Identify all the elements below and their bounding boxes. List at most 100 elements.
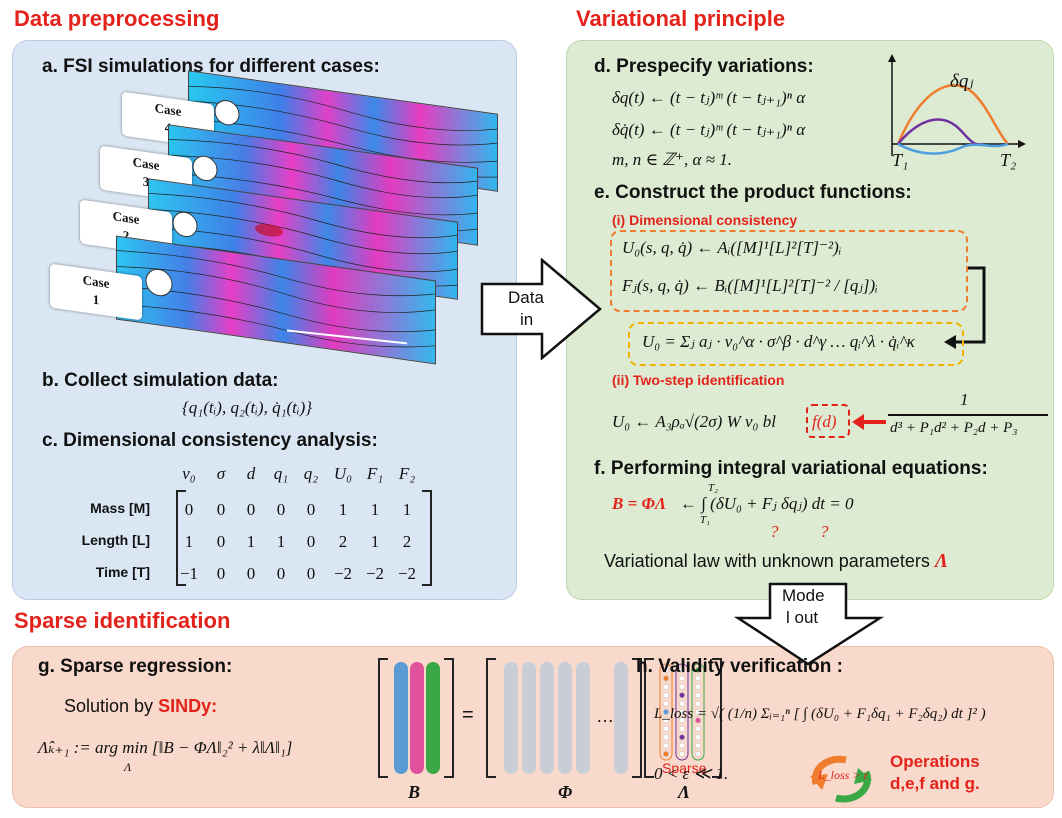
panel-e-eq-den: d³ + P₁d² + P₂d + P₃ bbox=[890, 420, 1018, 436]
matrix-cell: 1 bbox=[402, 500, 412, 519]
panel-d-eq3: m, n ∈ ℤ⁺, α ≈ 1. bbox=[612, 150, 732, 169]
equals-sign: = bbox=[462, 704, 474, 726]
lambda-coefficient bbox=[679, 751, 685, 757]
b-bracket-right bbox=[444, 658, 454, 778]
lambda-coefficient bbox=[695, 692, 701, 699]
panel-d-eq1: δq(t) ← (t − tⱼ)ᵐ (t − tⱼ₊₁)ⁿ α bbox=[612, 88, 806, 107]
flow-streamlines-1 bbox=[116, 250, 436, 348]
matrix-cell: 0 bbox=[246, 564, 256, 583]
b-column-pink bbox=[410, 662, 424, 774]
lambda-coefficient bbox=[663, 675, 669, 682]
mx-col-d: d bbox=[246, 464, 256, 483]
ops-line-2: d,e,f and g. bbox=[890, 774, 980, 793]
loop-arrows-icon bbox=[810, 755, 872, 803]
matrix-cell: 1 bbox=[184, 532, 194, 551]
matrix-cell: 0 bbox=[216, 564, 226, 583]
matrix-cell: 0 bbox=[246, 500, 256, 519]
lambda-coefficient bbox=[695, 675, 701, 682]
panel-e-eq-two-left: U₀ ← A₃ρₐ√(2σ) W v₀ bl bbox=[612, 412, 776, 431]
plot-label-dq: δqⱼ bbox=[950, 71, 974, 92]
lambda-coefficient bbox=[695, 734, 701, 741]
matrix-bracket-right bbox=[422, 490, 432, 586]
mx-col-sigma: σ bbox=[216, 464, 226, 483]
matrix-cell: 0 bbox=[184, 500, 194, 519]
fd-box bbox=[806, 404, 850, 438]
panel-f-question-1: ? bbox=[770, 522, 779, 541]
panel-b-title: b. Collect simulation data: bbox=[42, 370, 279, 391]
panel-e-eq-fd: f(d) bbox=[812, 412, 837, 431]
panel-h-title: h. Validity verification : bbox=[636, 656, 843, 677]
phi-column-3 bbox=[540, 662, 554, 774]
phi-column-1 bbox=[504, 662, 518, 774]
phi-bracket-right bbox=[632, 658, 642, 778]
lambda-coefficient bbox=[695, 683, 701, 690]
section-title-variational: Variational principle bbox=[576, 6, 786, 31]
panel-a-title: a. FSI simulations for different cases: bbox=[42, 56, 380, 77]
data-in-label-2: in bbox=[520, 310, 534, 329]
lambda-coefficient bbox=[663, 725, 669, 732]
phi-column-4 bbox=[558, 662, 572, 774]
phi-dots: … bbox=[596, 706, 614, 726]
panel-g-title: g. Sparse regression: bbox=[38, 656, 233, 677]
b-column-blue bbox=[394, 662, 408, 774]
lambda-coefficient bbox=[663, 751, 669, 757]
matrix-cell: 1 bbox=[276, 532, 286, 551]
mx-col-q2: q₂ bbox=[303, 464, 319, 483]
fd-red-arrow bbox=[852, 414, 886, 430]
lambda-coefficient bbox=[679, 692, 685, 699]
lambda-coefficient bbox=[679, 734, 685, 741]
panel-e-sub1: (i) Dimensional consistency bbox=[612, 212, 798, 228]
mx-col-v0: v₀ bbox=[182, 464, 196, 483]
matrix-cell: 0 bbox=[216, 500, 226, 519]
matrix-cell: −2 bbox=[397, 564, 417, 583]
panel-b-formula: {q₁(tᵢ), q₂(tᵢ), q̇₁(tᵢ)} bbox=[182, 398, 313, 417]
lambda-coefficient bbox=[663, 734, 669, 741]
label-sparse: Sparse bbox=[662, 760, 707, 776]
lambda-coefficient bbox=[679, 709, 685, 715]
model-out-arrow bbox=[734, 582, 884, 666]
variation-plot bbox=[888, 54, 1026, 156]
mx-row-label-time: Time [T] bbox=[95, 564, 150, 580]
mx-col-u0: U₀ bbox=[333, 464, 353, 483]
lambda-coefficient bbox=[695, 742, 701, 749]
lambda-coefficient bbox=[695, 709, 701, 715]
panel-e-eq-num: 1 bbox=[960, 390, 969, 409]
matrix-cell: −2 bbox=[333, 564, 353, 583]
panel-h-eq: L_loss = √( (1/n) Σᵢ₌₁ⁿ [ ∫ (δU₀ + F₁δq₁… bbox=[654, 706, 986, 722]
fraction-bar bbox=[888, 414, 1048, 416]
label-lambda: Λ bbox=[678, 782, 691, 802]
b-bracket-left bbox=[378, 658, 388, 778]
lambda-coefficient bbox=[695, 751, 701, 757]
mx-row-label-length: Length [L] bbox=[81, 532, 150, 548]
panel-f-eq-right: ← ∫ (δU₀ + Fⱼ δqⱼ) dt = 0 bbox=[680, 494, 854, 513]
dimensional-box bbox=[610, 230, 968, 312]
phi-column-5 bbox=[576, 662, 590, 774]
lambda-coefficient bbox=[663, 742, 669, 749]
lambda-coefficient bbox=[663, 717, 669, 724]
sum-box bbox=[628, 322, 964, 366]
section-title-preprocessing: Data preprocessing bbox=[14, 6, 220, 31]
matrix-cell: 0 bbox=[306, 564, 316, 583]
panel-f-law: Variational law with unknown parameters … bbox=[604, 550, 949, 572]
lambda-bracket-left bbox=[644, 658, 654, 778]
lambda-coefficient bbox=[663, 683, 669, 690]
data-in-label-1: Data bbox=[508, 288, 544, 307]
lambda-sparse-matrix bbox=[659, 663, 705, 761]
matrix-cell: 2 bbox=[338, 532, 348, 551]
panel-g-solution: Solution by SINDy: bbox=[64, 696, 218, 716]
lambda-coefficient bbox=[679, 725, 685, 732]
model-out-label-1: Mode bbox=[782, 586, 825, 605]
lambda-coefficient bbox=[695, 667, 701, 673]
data-in-arrow bbox=[480, 258, 602, 360]
lambda-coefficient bbox=[695, 717, 701, 724]
lambda-coefficient bbox=[663, 667, 669, 673]
matrix-cell: 0 bbox=[276, 500, 286, 519]
ops-line-1: Operations bbox=[890, 752, 980, 771]
plot-label-t2: T₂ bbox=[1000, 150, 1017, 170]
matrix-cell: −2 bbox=[365, 564, 385, 583]
panel-d-title: d. Prespecify variations: bbox=[594, 56, 814, 77]
mx-row-label-mass: Mass [M] bbox=[90, 500, 150, 516]
mx-col-q1: q₁ bbox=[273, 464, 289, 483]
matrix-cell: 0 bbox=[216, 532, 226, 551]
lambda-column bbox=[659, 663, 673, 761]
